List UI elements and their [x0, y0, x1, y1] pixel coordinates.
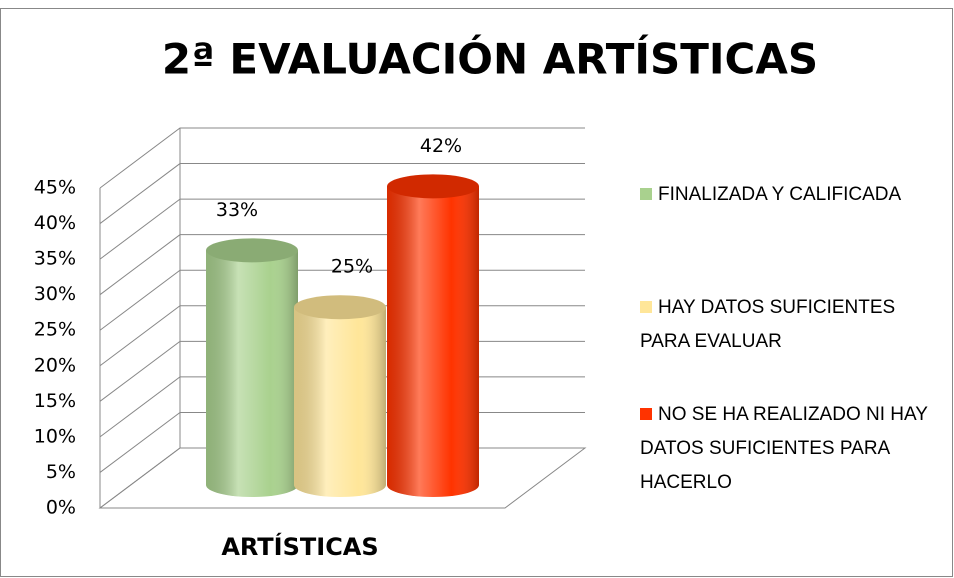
chart-title: 2ª EVALUACIÓN ARTÍSTICAS: [162, 34, 818, 84]
legend-item: HAY DATOS SUFICIENTES PARA EVALUAR: [640, 291, 940, 359]
legend-item: NO SE HA REALIZADO NI HAY DATOS SUFICIEN…: [640, 398, 940, 500]
legend-label: NO SE HA REALIZADO NI HAY DATOS SUFICIEN…: [640, 404, 928, 493]
y-tick-label: 35%: [34, 248, 76, 270]
legend-label: HAY DATOS SUFICIENTES PARA EVALUAR: [640, 297, 896, 352]
y-tick-label: 15%: [34, 390, 76, 412]
legend-swatch: [640, 408, 652, 420]
y-tick-label: 25%: [34, 319, 76, 341]
data-label: 33%: [216, 199, 258, 221]
y-tick-label: 5%: [46, 461, 76, 483]
bar: [206, 238, 298, 497]
grid-line: [99, 163, 585, 224]
data-label: 42%: [420, 135, 462, 157]
bar: [387, 174, 479, 498]
frame: [0, 8, 953, 577]
y-tick-label: 40%: [34, 212, 76, 234]
data-label: 25%: [331, 256, 373, 278]
y-tick-label: 20%: [34, 354, 76, 376]
grid-line: [99, 127, 585, 189]
y-tick-label: 0%: [46, 497, 76, 519]
legend-swatch: [640, 301, 652, 313]
legend-item: FINALIZADA Y CALIFICADA: [640, 178, 940, 212]
x-tick-label: ARTÍSTICAS: [221, 532, 378, 561]
grid-line: [99, 198, 585, 260]
y-tick-label: 45%: [34, 177, 76, 199]
legend-label: FINALIZADA Y CALIFICADA: [658, 184, 902, 205]
bar: [294, 295, 386, 497]
y-tick-label: 30%: [34, 283, 76, 305]
legend-swatch: [640, 188, 652, 200]
y-tick-label: 10%: [34, 425, 76, 447]
